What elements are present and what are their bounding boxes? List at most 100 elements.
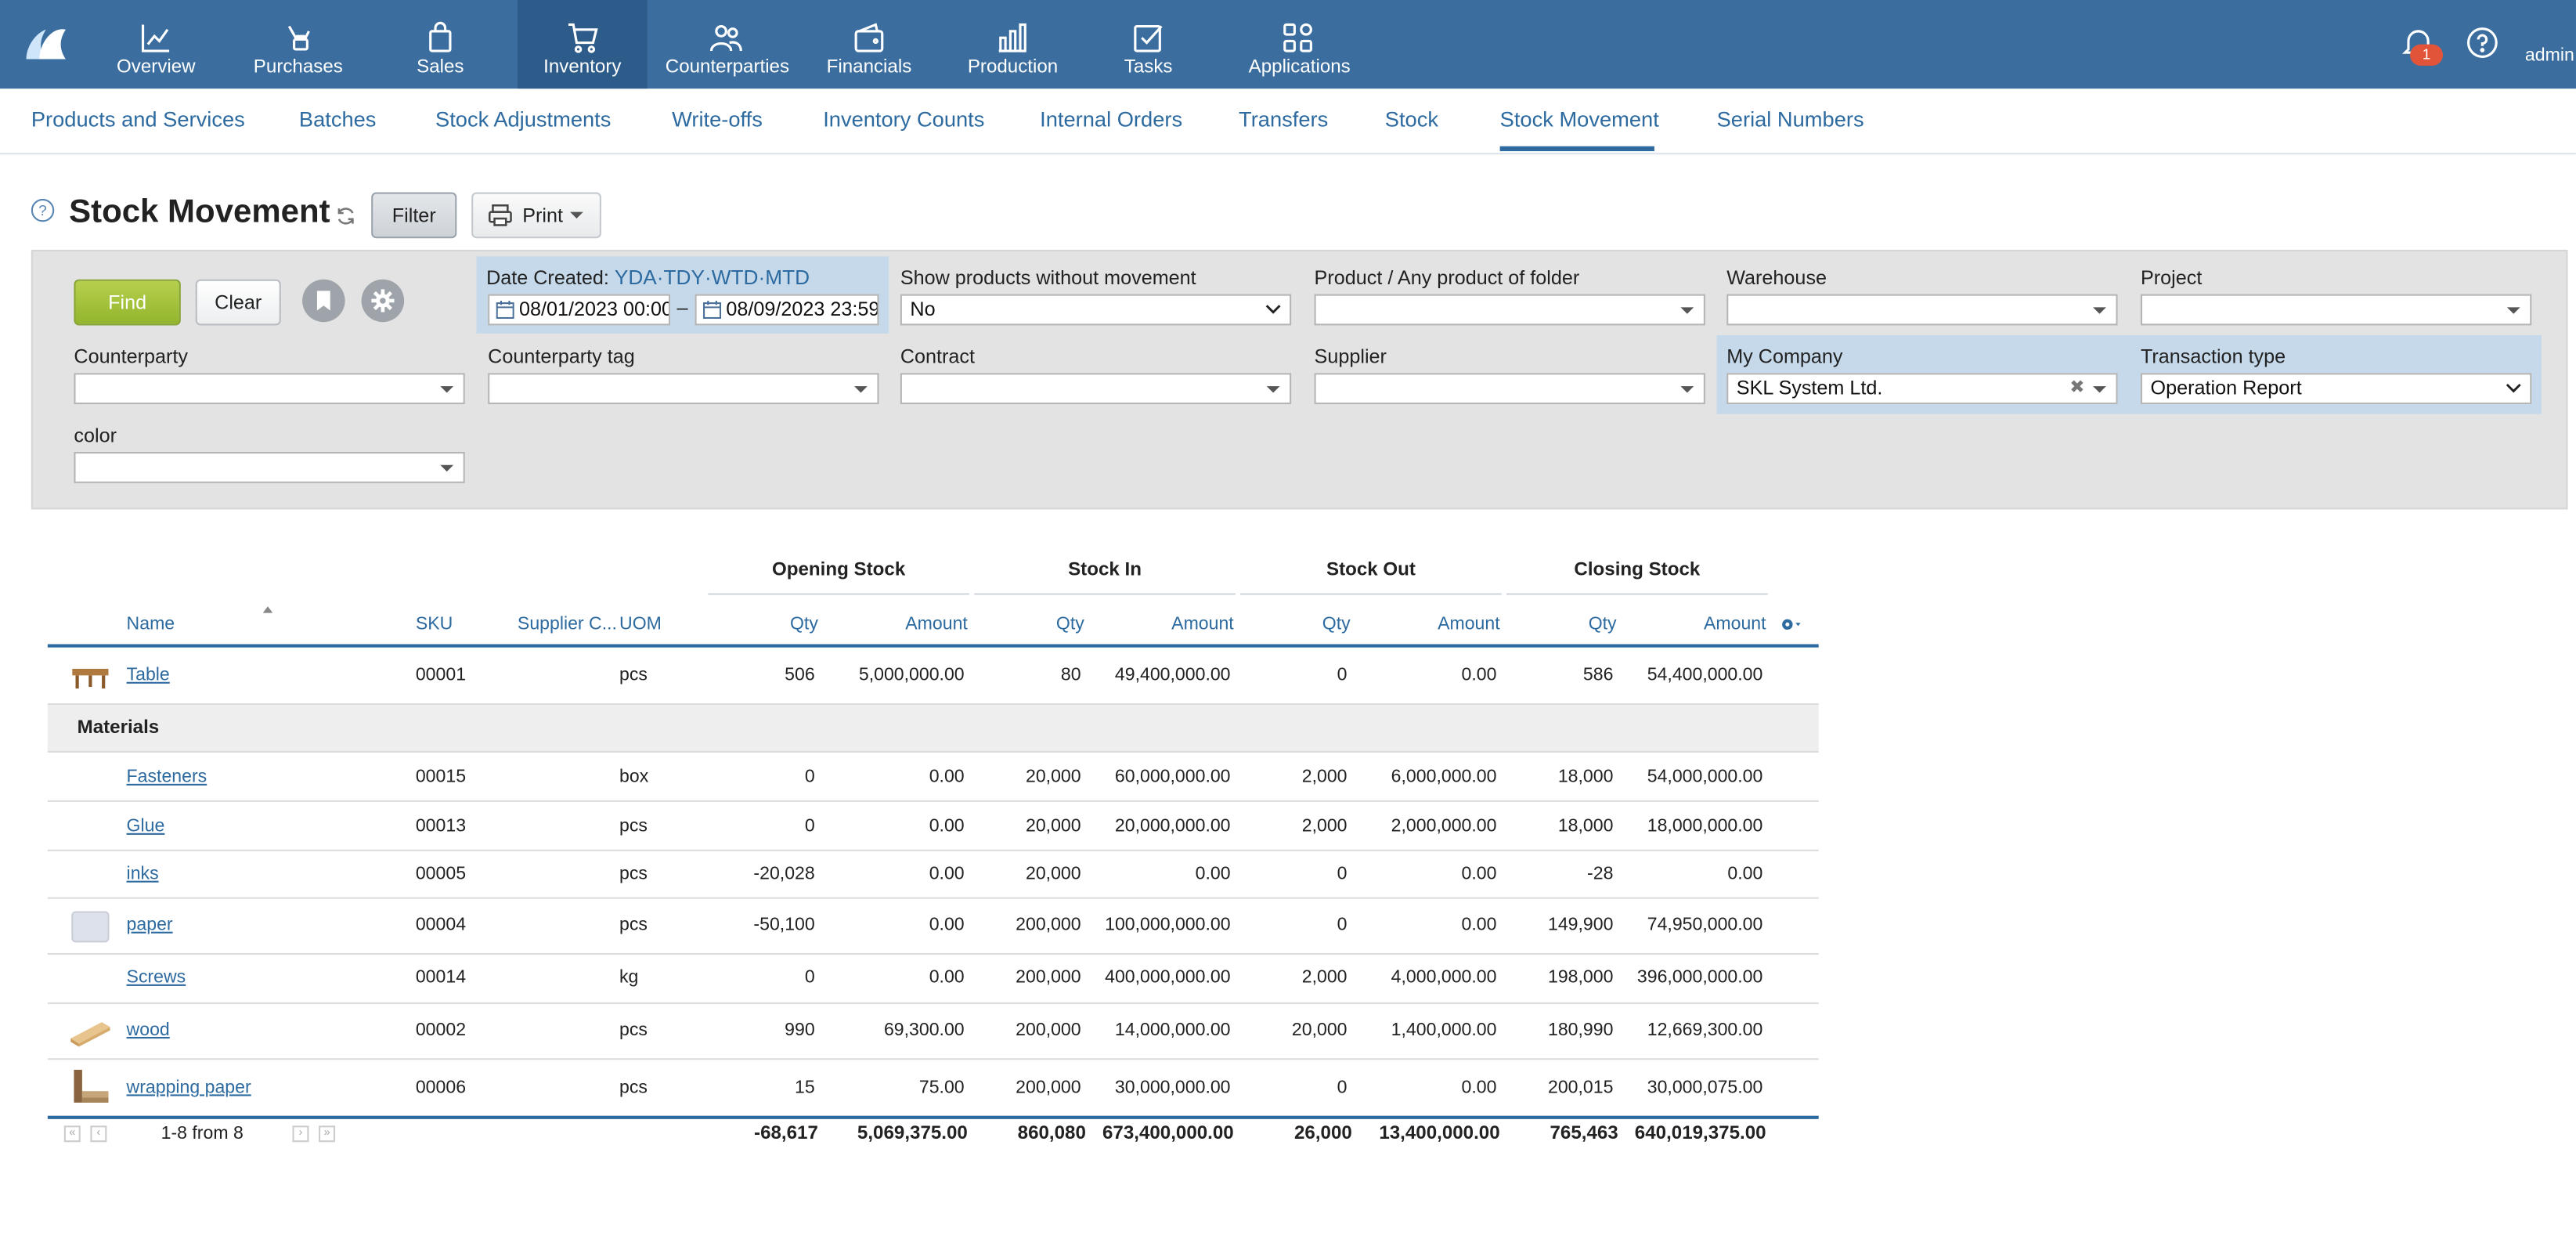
tab-batches[interactable]: Batches [298,107,377,132]
warehouse-select[interactable] [1726,294,2118,326]
tab-stock-adjustments[interactable]: Stock Adjustments [435,107,612,132]
date-shortcut-tdy[interactable]: TDY [663,265,705,290]
group-divider [1506,593,1768,595]
tab-internal-orders[interactable]: Internal Orders [1040,107,1183,132]
refresh-icon[interactable] [335,205,356,226]
row-name[interactable]: paper [127,916,173,935]
col-header-out-amount[interactable]: Amount [1438,614,1500,634]
group-row-materials[interactable]: Materials [47,705,1819,753]
transaction-type-select[interactable]: Operation Report [2140,373,2532,405]
pager-prev-button[interactable]: ‹ [90,1125,107,1143]
col-header-open-qty[interactable]: Qty [789,614,818,634]
contract-select[interactable] [900,373,1292,405]
counterparty-select[interactable] [74,373,465,405]
table-row[interactable]: wrapping paper 00006 pcs 15 75.00 200,00… [48,1060,1819,1115]
page-help-icon[interactable]: ? [31,198,55,222]
row-name[interactable]: Screws [127,968,186,988]
col-header-in-qty[interactable]: Qty [1055,614,1084,634]
row-out-qty: 0 [1337,915,1348,935]
clear-button[interactable]: Clear [195,279,281,326]
row-name[interactable]: inks [127,865,159,884]
show-without-movement-select[interactable]: No [900,294,1292,326]
col-header-name[interactable]: Name [126,614,175,634]
row-open-qty: 0 [804,967,815,988]
print-button[interactable]: Print [471,192,601,239]
row-out-amount: 6,000,000.00 [1391,767,1497,788]
col-header-supplier-code[interactable]: Supplier C... [517,614,617,634]
user-menu[interactable]: admin [2524,45,2574,66]
table-row[interactable]: paper 00004 pcs -50,100 0.00 200,000 100… [47,899,1819,955]
product-link[interactable]: inks [126,864,159,884]
pager-first-button[interactable]: « [63,1125,81,1143]
nav-production[interactable]: Production [968,0,1058,88]
bookmark-button[interactable] [302,279,345,323]
col-header-open-amount[interactable]: Amount [905,614,968,634]
row-uom: pcs [619,1020,648,1041]
table-row[interactable]: Glue 00013 pcs 0 0.00 20,000 20,000,000.… [47,802,1819,851]
table-row[interactable]: Screws 00014 kg 0 0.00 200,000 400,000,0… [47,955,1819,1005]
table-row[interactable]: inks 00005 pcs -20,028 0.00 20,000 0.00 … [47,851,1819,899]
col-header-close-qty[interactable]: Qty [1588,614,1617,634]
col-header-close-amount[interactable]: Amount [1703,614,1766,634]
date-shortcut-wtd[interactable]: WTD [711,265,759,290]
total-close-amount: 640,019,375.00 [1634,1124,1766,1144]
nav-sales[interactable]: Sales [409,0,471,88]
row-name[interactable]: Table [127,666,170,685]
row-name[interactable]: wood [127,1020,170,1040]
column-settings-icon[interactable] [1779,616,1806,633]
date-from-input[interactable]: 08/01/2023 00:00 [488,294,671,326]
product-link[interactable]: Fasteners [126,767,207,788]
tab-serial-numbers[interactable]: Serial Numbers [1716,107,1864,132]
help-icon[interactable] [2466,27,2498,60]
app-logo-icon[interactable] [23,23,69,62]
group-header-closing-stock: Closing Stock [1574,560,1701,580]
nav-financials[interactable]: Financials [826,0,911,88]
product-link[interactable]: Table [126,665,170,685]
date-shortcut-yda[interactable]: YDA [614,265,657,290]
col-header-sku[interactable]: SKU [415,614,453,634]
col-header-out-qty[interactable]: Qty [1322,614,1351,634]
pager-last-button[interactable]: » [319,1125,336,1143]
nav-counterparties[interactable]: Counterparties [666,0,789,88]
product-link[interactable]: wrapping paper [126,1078,251,1098]
col-header-uom[interactable]: UOM [619,614,662,634]
tab-write-offs[interactable]: Write-offs [672,107,763,132]
row-name[interactable]: Glue [127,817,165,836]
table-row[interactable]: Fasteners 00015 box 0 0.00 20,000 60,000… [47,753,1819,802]
tab-stock[interactable]: Stock [1384,107,1439,132]
nav-purchases[interactable]: Purchases [253,0,343,88]
row-name[interactable]: Fasteners [127,768,207,787]
clear-x-icon[interactable]: ✖ [2069,377,2085,398]
notification-badge[interactable]: 1 [2410,44,2444,66]
tab-stock-movement[interactable]: Stock Movement [1499,107,1659,132]
supplier-select[interactable] [1314,373,1705,405]
product-link[interactable]: wood [126,1020,170,1041]
pager-next-button[interactable]: › [292,1125,309,1143]
table-row[interactable]: wood 00002 pcs 990 69,300.00 200,000 14,… [47,1004,1819,1060]
tab-products-and-services[interactable]: Products and Services [31,107,245,132]
nav-tasks[interactable]: Tasks [1117,0,1180,88]
filter-settings-button[interactable] [361,279,405,323]
row-open-qty: 506 [785,665,815,685]
table-row[interactable]: Table 00001 pcs 506 5,000,000.00 80 49,4… [47,648,1819,706]
color-select[interactable] [74,452,465,483]
tab-transfers[interactable]: Transfers [1239,107,1329,132]
product-link[interactable]: Screws [126,967,186,988]
nav-applications[interactable]: Applications [1249,0,1351,88]
product-select[interactable] [1314,294,1705,326]
tab-inventory-counts[interactable]: Inventory Counts [823,107,985,132]
filter-button[interactable]: Filter [371,192,457,239]
row-name[interactable]: wrapping paper [127,1078,251,1097]
my-company-select[interactable]: SKL System Ltd. ✖ [1726,373,2118,405]
project-select[interactable] [2140,294,2532,326]
col-header-in-amount[interactable]: Amount [1171,614,1234,634]
counterparty-tag-select[interactable] [488,373,879,405]
find-button[interactable]: Find [74,279,181,326]
date-to-input[interactable]: 08/09/2023 23:59 [695,294,879,326]
product-link[interactable]: paper [126,915,173,935]
row-open-amount: 75.00 [918,1078,965,1098]
nav-inventory[interactable]: Inventory [517,0,648,89]
product-link[interactable]: Glue [126,816,165,836]
nav-overview[interactable]: Overview [115,0,197,88]
date-shortcut-mtd[interactable]: MTD [765,265,810,290]
